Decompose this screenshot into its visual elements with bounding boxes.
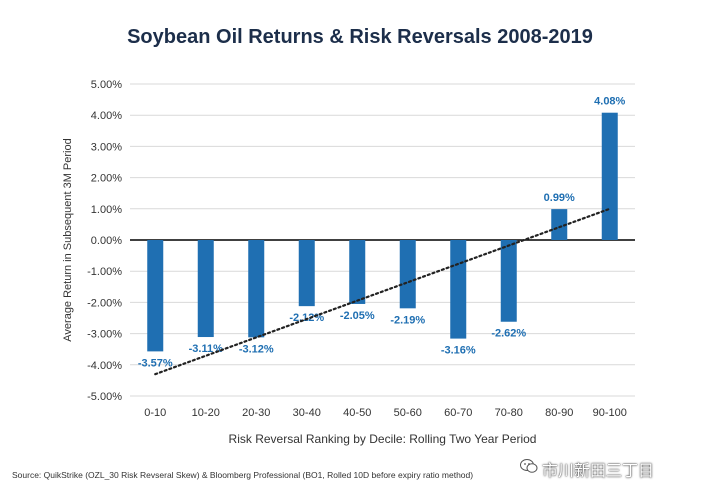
trendline — [154, 207, 611, 376]
bar — [349, 240, 366, 304]
y-tick-label: -3.00% — [87, 329, 122, 341]
bar — [601, 112, 618, 240]
y-tick-label: 3.00% — [91, 141, 122, 153]
y-tick-label: -1.00% — [87, 266, 122, 278]
data-label: -2.05% — [340, 310, 375, 322]
x-tick-label: 60-70 — [444, 407, 472, 419]
y-tick-label: -5.00% — [87, 391, 122, 403]
data-label: -2.19% — [390, 314, 425, 326]
bar — [298, 240, 315, 307]
x-tick-label: 50-60 — [394, 407, 422, 419]
x-tick-label: 0-10 — [144, 407, 166, 419]
bar — [197, 240, 214, 338]
bar — [551, 209, 568, 240]
data-label: 0.99% — [544, 192, 575, 204]
y-tick-label: 0.00% — [91, 235, 122, 247]
data-label: 4.08% — [594, 96, 625, 108]
chart-title: Soybean Oil Returns & Risk Reversals 200… — [127, 26, 593, 48]
y-tick-label: -4.00% — [87, 360, 122, 372]
watermark-text: 市川新田三丁目 — [542, 463, 655, 480]
bar — [248, 240, 265, 338]
y-tick-label: 1.00% — [91, 204, 122, 216]
bar — [450, 240, 467, 339]
data-label: -3.57% — [138, 357, 173, 369]
x-tick-label: 90-100 — [593, 407, 627, 419]
bar — [500, 240, 517, 322]
bar — [147, 240, 164, 352]
wechat-icon — [520, 459, 538, 473]
bar — [399, 240, 416, 309]
data-label: -3.11% — [189, 343, 223, 355]
data-label: -3.16% — [441, 345, 476, 357]
y-tick-label: -2.00% — [87, 297, 122, 309]
data-label: -2.62% — [491, 328, 526, 340]
x-tick-label: 20-30 — [242, 407, 270, 419]
y-tick-label: 5.00% — [91, 79, 122, 91]
y-tick-label: 4.00% — [91, 110, 122, 122]
x-tick-label: 30-40 — [293, 407, 321, 419]
source-note: Source: QuikStrike (OZL_30 Risk Revseral… — [12, 470, 474, 480]
data-label: -3.12% — [239, 343, 274, 355]
y-tick-label: 2.00% — [91, 173, 122, 185]
x-tick-label: 70-80 — [495, 407, 523, 419]
x-tick-label: 10-20 — [192, 407, 220, 419]
x-tick-label: 80-90 — [545, 407, 573, 419]
x-tick-label: 40-50 — [343, 407, 371, 419]
x-axis-label: Risk Reversal Ranking by Decile: Rolling… — [228, 432, 537, 446]
